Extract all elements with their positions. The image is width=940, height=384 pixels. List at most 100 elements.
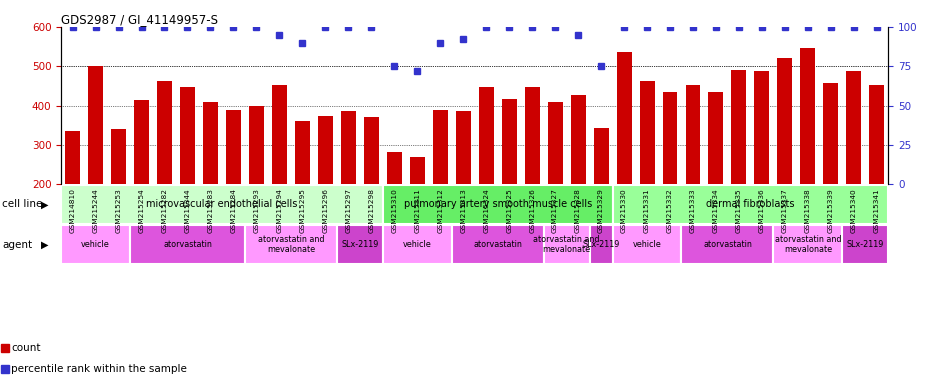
- Text: GSM215282: GSM215282: [162, 188, 167, 233]
- Bar: [245, 225, 337, 264]
- Text: vehicle: vehicle: [403, 240, 431, 249]
- Text: GSM215253: GSM215253: [116, 188, 121, 233]
- Bar: [571, 94, 586, 263]
- Text: GSM215254: GSM215254: [138, 188, 145, 233]
- Text: dermal fibroblasts: dermal fibroblasts: [706, 199, 794, 210]
- Text: GSM214810: GSM214810: [70, 188, 75, 233]
- Bar: [157, 81, 172, 263]
- Bar: [452, 225, 543, 264]
- Bar: [318, 116, 333, 263]
- Text: ▶: ▶: [41, 240, 49, 250]
- Bar: [663, 92, 678, 263]
- Bar: [61, 185, 383, 224]
- Text: microvascular endothelial cells: microvascular endothelial cells: [147, 199, 298, 210]
- Bar: [870, 85, 885, 263]
- Text: vehicle: vehicle: [633, 240, 662, 249]
- Text: GSM215330: GSM215330: [621, 188, 627, 233]
- Bar: [800, 48, 815, 263]
- Text: GSM215298: GSM215298: [368, 188, 374, 233]
- Text: agent: agent: [2, 240, 32, 250]
- Bar: [525, 87, 540, 263]
- Text: GSM215334: GSM215334: [713, 188, 719, 233]
- Text: atorvastatin: atorvastatin: [473, 240, 522, 249]
- Bar: [617, 53, 632, 263]
- Bar: [410, 157, 425, 263]
- Bar: [88, 66, 103, 263]
- Bar: [774, 225, 842, 264]
- Text: GSM215335: GSM215335: [736, 188, 742, 233]
- Text: GSM215338: GSM215338: [805, 188, 811, 233]
- Text: GSM215293: GSM215293: [254, 188, 259, 233]
- Text: atorvastatin and
mevalonate: atorvastatin and mevalonate: [533, 235, 600, 255]
- Text: GSM215333: GSM215333: [690, 188, 696, 233]
- Bar: [386, 152, 401, 263]
- Bar: [226, 109, 241, 263]
- Bar: [502, 99, 517, 263]
- Bar: [272, 85, 287, 263]
- Text: GSM215313: GSM215313: [461, 188, 466, 233]
- Bar: [249, 106, 264, 263]
- Bar: [639, 81, 654, 263]
- Bar: [682, 225, 774, 264]
- Bar: [589, 225, 613, 264]
- Text: GSM215328: GSM215328: [575, 188, 581, 233]
- Text: GSM215341: GSM215341: [874, 188, 880, 233]
- Bar: [65, 131, 80, 263]
- Bar: [548, 103, 562, 263]
- Bar: [383, 225, 452, 264]
- Bar: [613, 185, 888, 224]
- Bar: [685, 85, 700, 263]
- Bar: [364, 118, 379, 263]
- Text: GSM215331: GSM215331: [644, 188, 650, 233]
- Text: GSM215337: GSM215337: [782, 188, 788, 233]
- Bar: [777, 58, 792, 263]
- Text: GSM215296: GSM215296: [322, 188, 328, 233]
- Text: SLx-2119: SLx-2119: [847, 240, 884, 249]
- Bar: [341, 111, 355, 263]
- Bar: [823, 83, 838, 263]
- Text: ▶: ▶: [41, 199, 49, 210]
- Text: GSM215336: GSM215336: [759, 188, 765, 233]
- Bar: [180, 87, 195, 263]
- Text: GSM215312: GSM215312: [437, 188, 444, 233]
- Text: atorvastatin and
mevalonate: atorvastatin and mevalonate: [258, 235, 324, 255]
- Bar: [383, 185, 613, 224]
- Bar: [593, 128, 608, 263]
- Text: SLx-2119: SLx-2119: [583, 240, 619, 249]
- Text: GSM215244: GSM215244: [92, 188, 99, 233]
- Text: GSM215340: GSM215340: [851, 188, 857, 233]
- Bar: [203, 102, 218, 263]
- Text: GSM215297: GSM215297: [345, 188, 352, 233]
- Bar: [295, 121, 310, 263]
- Bar: [61, 225, 130, 264]
- Text: GSM215310: GSM215310: [391, 188, 398, 233]
- Bar: [337, 225, 383, 264]
- Text: atorvastatin and
mevalonate: atorvastatin and mevalonate: [775, 235, 841, 255]
- Text: GSM215339: GSM215339: [828, 188, 834, 233]
- Text: pulmonary artery smooth muscle cells: pulmonary artery smooth muscle cells: [403, 199, 592, 210]
- Text: GSM215283: GSM215283: [208, 188, 213, 233]
- Text: GSM215326: GSM215326: [529, 188, 535, 233]
- Bar: [731, 70, 746, 263]
- Text: GSM215311: GSM215311: [415, 188, 420, 233]
- Text: GSM215324: GSM215324: [483, 188, 489, 233]
- Text: atorvastatin: atorvastatin: [163, 240, 212, 249]
- Text: SLx-2119: SLx-2119: [341, 240, 379, 249]
- Bar: [130, 225, 245, 264]
- Text: GSM215329: GSM215329: [598, 188, 604, 233]
- Bar: [613, 225, 682, 264]
- Text: GSM215284: GSM215284: [230, 188, 237, 233]
- Bar: [709, 92, 724, 263]
- Text: percentile rank within the sample: percentile rank within the sample: [11, 364, 187, 374]
- Bar: [543, 225, 589, 264]
- Bar: [842, 225, 888, 264]
- Text: GSM215295: GSM215295: [299, 188, 306, 233]
- Text: atorvastatin: atorvastatin: [703, 240, 752, 249]
- Bar: [134, 100, 149, 263]
- Bar: [432, 110, 447, 263]
- Text: GSM215344: GSM215344: [184, 188, 191, 233]
- Text: GSM215325: GSM215325: [506, 188, 512, 233]
- Text: cell line: cell line: [2, 199, 42, 210]
- Bar: [456, 111, 471, 263]
- Text: vehicle: vehicle: [81, 240, 110, 249]
